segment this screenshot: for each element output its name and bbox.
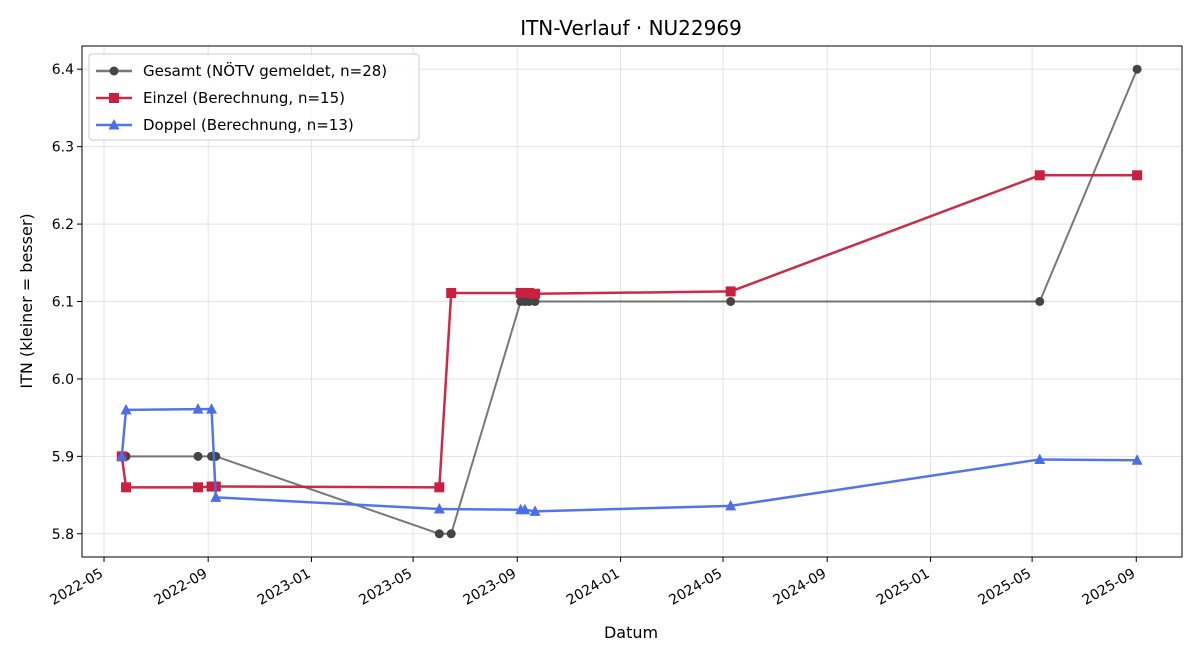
x-tick-label: 2023-09	[461, 566, 520, 609]
data-point	[530, 288, 541, 299]
legend-item: Gesamt (NÖTV gemeldet, n=28)	[96, 61, 387, 80]
x-tick-label: 2022-09	[152, 566, 211, 609]
data-point	[116, 450, 128, 461]
y-tick-label: 6.1	[52, 295, 74, 311]
data-point	[530, 297, 540, 306]
chart-title: ITN-Verlauf · NU22969	[520, 16, 742, 40]
y-tick-label: 6.4	[52, 62, 74, 78]
data-point	[434, 529, 444, 539]
data-point	[446, 287, 457, 298]
x-tick-label: 2023-05	[356, 566, 415, 609]
x-tick-label: 2024-09	[771, 566, 830, 609]
data-point	[206, 403, 218, 414]
y-tick-label: 6.0	[52, 372, 74, 388]
data-point	[446, 529, 456, 539]
x-tick-label: 2022-05	[47, 566, 106, 609]
legend-swatch-marker	[108, 119, 120, 130]
data-point	[529, 505, 541, 516]
data-point	[1132, 170, 1143, 181]
data-point	[193, 451, 203, 461]
x-axis-label: Datum	[604, 623, 658, 642]
series-line	[120, 174, 1138, 489]
data-point	[519, 503, 531, 515]
y-tick-label: 6.2	[52, 217, 74, 233]
data-point	[726, 297, 736, 306]
data-point	[192, 403, 204, 414]
data-point	[1034, 453, 1046, 464]
legend-item: Einzel (Berechnung, n=15)	[96, 89, 345, 107]
data-point	[433, 502, 445, 514]
legend: Gesamt (NÖTV gemeldet, n=28) Einzel (Bere…	[88, 53, 420, 141]
y-axis-label: ITN (kleiner = besser)	[17, 213, 36, 388]
data-point	[120, 403, 132, 415]
legend-swatch-marker	[109, 93, 119, 103]
x-tick-label: 2024-01	[564, 566, 623, 609]
data-point	[1034, 170, 1045, 181]
x-tick-label: 2023-01	[255, 566, 314, 609]
y-tick-label: 6.3	[52, 140, 74, 156]
data-point	[210, 491, 222, 502]
data-point	[434, 482, 445, 493]
data-point	[1131, 454, 1143, 465]
data-point	[725, 286, 736, 297]
series-einzel	[116, 170, 1143, 493]
legend-item: Doppel (Berechnung, n=13)	[96, 116, 354, 134]
series-line	[120, 407, 1138, 513]
data-point	[121, 482, 132, 493]
data-point	[1035, 297, 1045, 306]
data-point	[524, 287, 535, 298]
legend-swatch-marker	[109, 66, 119, 76]
x-tick-label: 2025-05	[975, 566, 1034, 609]
grid	[82, 46, 1182, 557]
axis-ticks: 2022-05 2022-09 2023-01 2023-05 2023-09 2024-…	[47, 62, 1138, 608]
series-layer	[116, 64, 1143, 539]
legend-label: Einzel (Berechnung, n=15)	[143, 89, 345, 107]
data-point	[193, 482, 204, 493]
x-tick-label: 2025-09	[1080, 566, 1139, 609]
y-tick-label: 5.9	[52, 449, 74, 465]
data-point	[1132, 64, 1142, 74]
legend-label: Gesamt (NÖTV gemeldet, n=28)	[143, 61, 387, 80]
series-doppel	[116, 403, 1143, 516]
legend-label: Doppel (Berechnung, n=13)	[143, 116, 354, 134]
series-gesamt	[119, 64, 1142, 539]
x-tick-label: 2025-01	[874, 566, 933, 609]
legend-box	[88, 53, 420, 141]
y-tick-label: 5.8	[52, 527, 74, 543]
data-point	[725, 499, 737, 511]
x-tick-label: 2024-05	[666, 566, 725, 609]
